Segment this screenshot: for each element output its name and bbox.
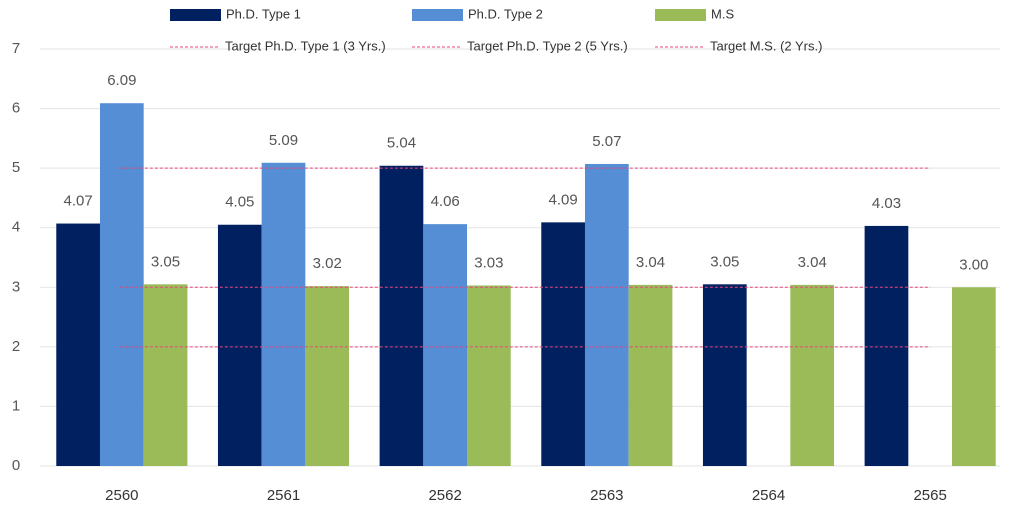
data-label: 3.03 (474, 254, 503, 271)
y-tick-label: 4 (12, 219, 20, 236)
data-label: 3.05 (151, 253, 180, 270)
bar (261, 162, 306, 466)
bar (952, 287, 996, 466)
legend-label: Target M.S. (2 Yrs.) (710, 38, 822, 53)
data-label: 5.07 (592, 133, 621, 150)
bar (143, 284, 188, 466)
data-label: 4.07 (64, 193, 93, 210)
data-label: 3.02 (313, 255, 342, 272)
y-tick-label: 7 (12, 40, 20, 57)
y-tick-label: 1 (12, 397, 20, 414)
bar (864, 225, 909, 466)
data-label: 3.00 (959, 256, 988, 273)
data-label: 4.06 (431, 193, 460, 210)
legend-swatch (170, 9, 221, 21)
bar (217, 224, 262, 466)
legend-label: M.S (711, 6, 734, 21)
x-tick-label: 2563 (590, 487, 623, 504)
x-tick-label: 2565 (913, 487, 946, 504)
x-tick-label: 2562 (428, 487, 461, 504)
bar (305, 286, 350, 466)
legend-swatch (412, 9, 463, 21)
x-tick-label: 2564 (752, 487, 785, 504)
bar (790, 284, 835, 466)
legend-label: Target Ph.D. Type 1 (3 Yrs.) (225, 38, 386, 53)
y-tick-label: 6 (12, 100, 20, 117)
y-tick-label: 2 (12, 338, 20, 355)
legend-label: Ph.D. Type 1 (226, 6, 301, 21)
bar (467, 285, 511, 466)
bar (99, 103, 144, 467)
data-label: 4.09 (549, 191, 578, 208)
bar (423, 224, 468, 466)
bar (541, 222, 585, 466)
legend-label: Target Ph.D. Type 2 (5 Yrs.) (467, 38, 628, 53)
x-tick-label: 2561 (267, 487, 300, 504)
data-label: 4.05 (225, 194, 254, 211)
legend-swatch (655, 9, 706, 21)
bar (584, 163, 629, 467)
data-label: 5.09 (269, 132, 298, 149)
bar (702, 284, 747, 466)
y-tick-label: 0 (12, 457, 20, 474)
legend-label: Ph.D. Type 2 (468, 6, 543, 21)
bar (379, 165, 424, 466)
data-label: 5.04 (387, 135, 416, 152)
bar (56, 223, 100, 466)
data-label: 3.05 (710, 253, 739, 270)
y-tick-label: 5 (12, 159, 20, 176)
y-tick-label: 3 (12, 278, 20, 295)
data-label: 6.09 (107, 72, 136, 89)
data-label: 4.03 (872, 195, 901, 212)
x-tick-label: 2560 (105, 487, 138, 504)
data-label: 3.04 (636, 254, 665, 271)
bar (628, 284, 673, 466)
data-label: 3.04 (798, 254, 827, 271)
